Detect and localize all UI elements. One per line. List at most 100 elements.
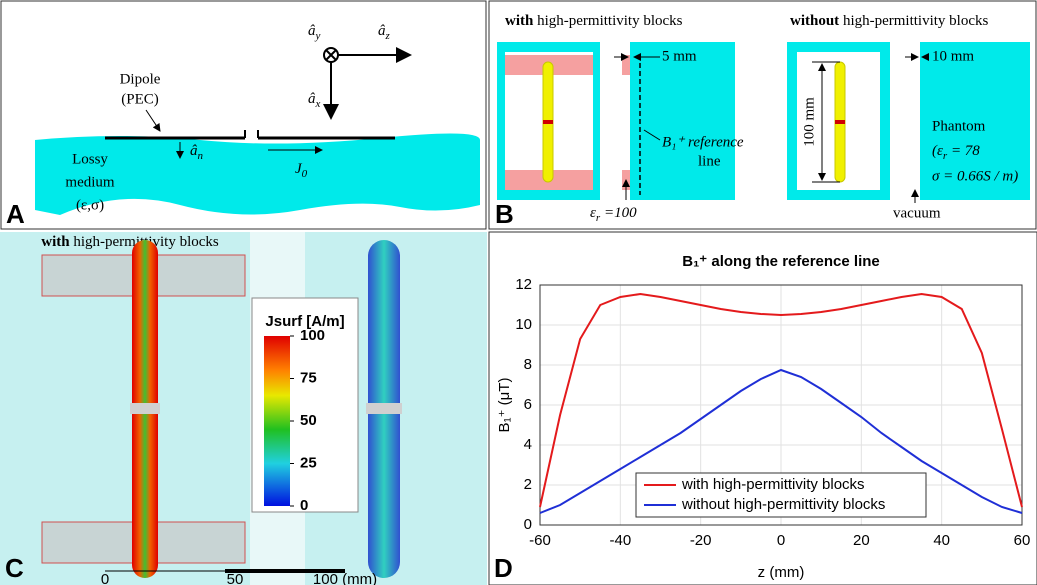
series-line — [539, 292, 1023, 508]
y-tick-label: 2 — [524, 476, 532, 493]
gap-label: 5 mm — [662, 48, 697, 64]
current-label: J0 — [295, 161, 308, 179]
legend-box — [635, 472, 927, 518]
subscript: z — [385, 30, 391, 42]
feed — [835, 120, 845, 124]
arrow — [145, 109, 161, 132]
dipole-label: (PEC) — [121, 91, 159, 107]
feed — [543, 120, 553, 124]
title-rest: high-permittivity blocks — [839, 13, 988, 29]
x-axis-label: z (mm) — [758, 564, 805, 581]
feed — [366, 403, 402, 414]
y-tick-label: 6 — [524, 396, 532, 413]
feed-gap — [244, 130, 259, 138]
pe-block — [622, 55, 630, 75]
panel-d: B₁⁺ along the reference line z (mm) B₁⁺ … — [488, 231, 1037, 585]
symbol: â — [190, 143, 198, 159]
panel-b: with high-permittivity blocks without hi… — [488, 0, 1037, 230]
scale-label: 0 — [101, 571, 109, 585]
scale-bar — [225, 569, 345, 573]
legend-label: with high-permittivity blocks — [681, 476, 865, 493]
colorbar-tick-label: 75 — [300, 369, 317, 386]
block-permittivity: εr =100 — [590, 205, 637, 223]
y-tick-label: 8 — [524, 356, 532, 373]
panel-a: Dipole (PEC) Lossy medium (ε,σ) ân J0 ây… — [0, 0, 487, 230]
panel-title: with high-permittivity blocks — [505, 13, 683, 29]
x-tick-label: 60 — [1014, 532, 1031, 549]
extent — [812, 61, 840, 183]
gap-label: 10 mm — [932, 48, 974, 64]
y-axis-label: B₁⁺ (μT) — [496, 378, 513, 433]
panel-label: D — [494, 553, 513, 583]
length-label: 100 mm — [801, 97, 817, 147]
feed — [130, 403, 160, 414]
normal-label: ân — [190, 143, 204, 161]
symbol: J — [295, 161, 303, 177]
colorbar-tick-label: 0 — [300, 497, 308, 514]
phantom-permittivity: (εr = 78 — [932, 143, 980, 161]
reference-label: B₁⁺ reference — [662, 134, 744, 150]
panel-label: C — [5, 553, 24, 583]
subscript: n — [198, 150, 204, 162]
y-tick-label: 12 — [515, 276, 532, 293]
y-tick-label: 4 — [524, 436, 532, 453]
phantom-label: Phantom — [932, 118, 986, 134]
medium-label: medium — [65, 174, 114, 190]
axis-label: âx — [308, 91, 321, 109]
phantom — [630, 42, 735, 200]
x-tick-label: -60 — [529, 532, 551, 549]
scale-label: 100 (mm) — [313, 571, 377, 585]
subscript: y — [315, 30, 321, 42]
axis-label: ây — [308, 23, 321, 41]
medium-label: Lossy — [72, 151, 108, 167]
colorbar-tick-label: 50 — [300, 412, 317, 429]
lossy-medium — [35, 133, 480, 215]
panel-title: with high-permittivity blocks — [41, 234, 219, 250]
dipole-label: Dipole — [120, 71, 161, 87]
title-bold: without — [790, 13, 839, 29]
vacuum-label: vacuum — [893, 205, 941, 221]
plot-frame — [539, 284, 1023, 526]
scale-label: 50 — [227, 571, 244, 585]
panel-frame — [488, 231, 1037, 585]
x-tick-label: 40 — [933, 532, 950, 549]
phantom — [920, 42, 1030, 200]
subscript: r — [943, 150, 948, 162]
symbol: ε — [590, 205, 596, 221]
series-line — [539, 368, 1023, 514]
subscript: x — [315, 98, 321, 110]
y-tick-label: 10 — [515, 316, 532, 333]
colorbar-title: Jsurf [A/m] — [265, 313, 344, 330]
title-bold: with — [41, 234, 70, 250]
axis-label: âz — [378, 23, 391, 41]
leader — [643, 129, 661, 141]
subscript: 0 — [302, 168, 308, 180]
colorbar-tick-label: 100 — [300, 327, 325, 344]
title-rest: high-permittivity blocks — [533, 13, 682, 29]
symbol: â — [378, 23, 386, 39]
panel-label: A — [6, 199, 25, 229]
x-tick-label: 20 — [853, 532, 870, 549]
y-tick-label: 0 — [524, 516, 532, 533]
x-tick-label: 0 — [777, 532, 785, 549]
panel-label: B — [495, 199, 514, 229]
out-of-plane — [325, 49, 337, 61]
panel-c: with high-permittivity blocks Jsurf [A/m… — [0, 232, 487, 585]
colorbar-tick-label: 25 — [300, 454, 317, 471]
value: =100 — [600, 205, 637, 221]
chart-title: B₁⁺ along the reference line — [682, 253, 880, 270]
x-tick-label: -20 — [690, 532, 712, 549]
panel-title: without high-permittivity blocks — [790, 13, 989, 29]
title-bold: with — [505, 13, 534, 29]
medium-label: (ε,σ) — [76, 197, 104, 213]
symbol: â — [308, 23, 316, 39]
colorbar — [264, 336, 290, 506]
legend-label: without high-permittivity blocks — [681, 496, 885, 513]
symbol: (ε — [932, 143, 943, 159]
phantom-conductivity: σ = 0.66S / m) — [932, 168, 1018, 184]
value: = 78 — [947, 143, 980, 159]
symbol: â — [308, 91, 316, 107]
subscript: r — [596, 212, 601, 224]
reference-label: line — [698, 153, 721, 169]
